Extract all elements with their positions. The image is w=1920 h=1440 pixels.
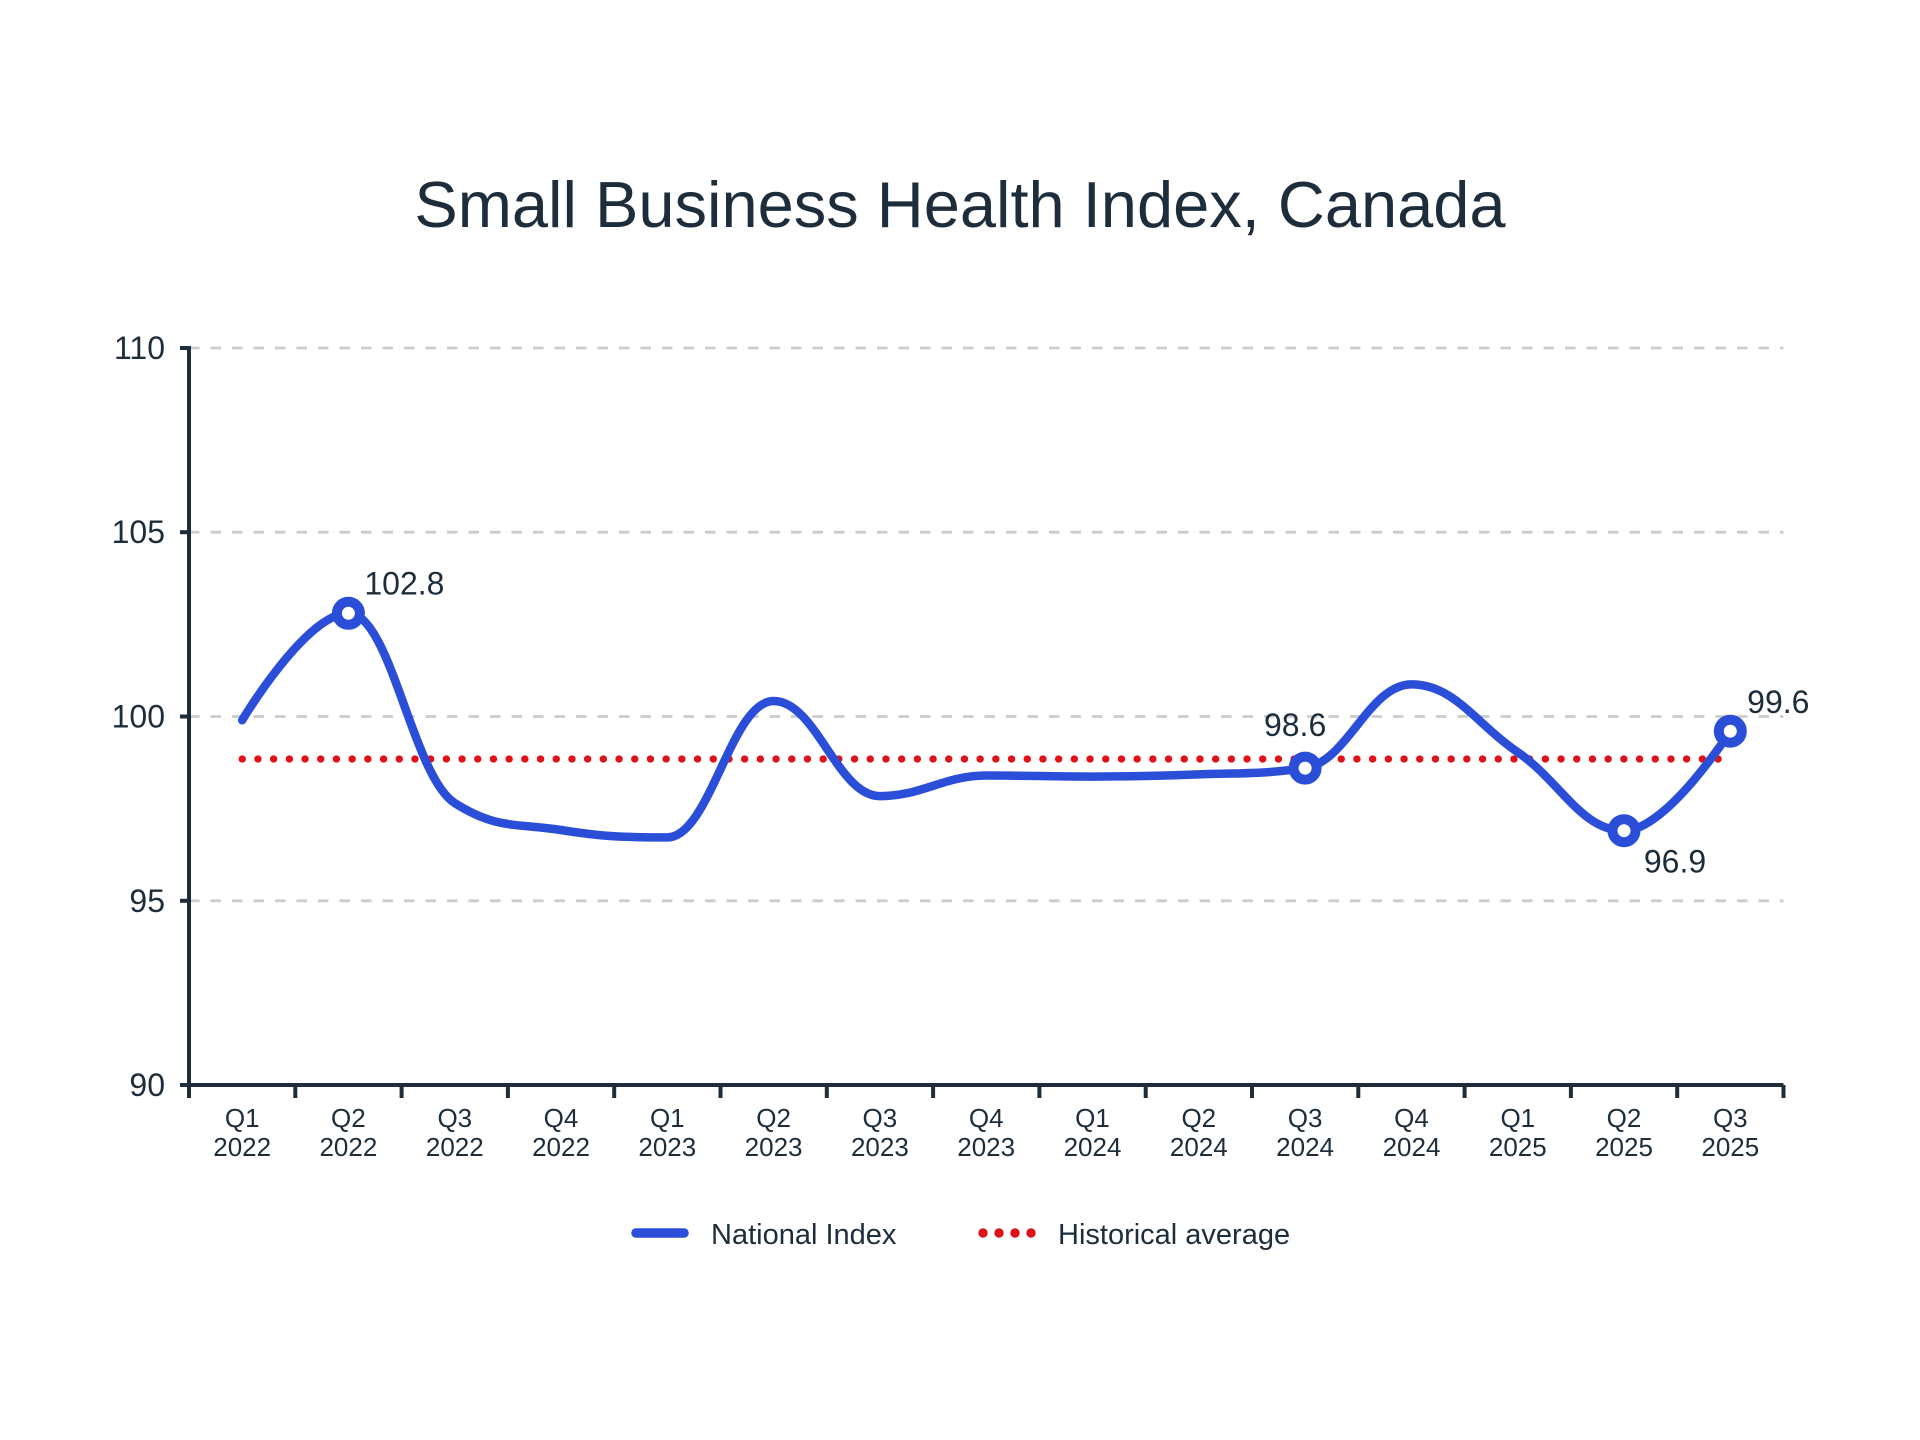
svg-text:2023: 2023 <box>957 1132 1015 1162</box>
svg-text:2023: 2023 <box>638 1132 696 1162</box>
svg-text:Q4: Q4 <box>969 1103 1004 1133</box>
svg-text:102.8: 102.8 <box>364 565 444 601</box>
svg-text:2024: 2024 <box>1064 1132 1122 1162</box>
svg-text:98.6: 98.6 <box>1264 707 1326 743</box>
svg-text:110: 110 <box>114 330 165 366</box>
svg-text:2022: 2022 <box>319 1132 377 1162</box>
svg-text:2024: 2024 <box>1276 1132 1334 1162</box>
svg-text:99.6: 99.6 <box>1747 684 1809 720</box>
svg-text:2023: 2023 <box>745 1132 803 1162</box>
svg-text:2023: 2023 <box>851 1132 909 1162</box>
svg-text:Q3: Q3 <box>437 1103 472 1133</box>
svg-text:Q1: Q1 <box>650 1103 685 1133</box>
svg-text:Q1: Q1 <box>1500 1103 1535 1133</box>
svg-text:100: 100 <box>112 699 165 735</box>
svg-text:2025: 2025 <box>1595 1132 1653 1162</box>
svg-text:Q4: Q4 <box>544 1103 579 1133</box>
svg-text:Small Business Health Index, C: Small Business Health Index, Canada <box>414 168 1506 241</box>
svg-text:105: 105 <box>112 514 165 550</box>
svg-text:2022: 2022 <box>426 1132 484 1162</box>
svg-text:2025: 2025 <box>1701 1132 1759 1162</box>
svg-text:2022: 2022 <box>213 1132 271 1162</box>
svg-text:Q2: Q2 <box>1607 1103 1642 1133</box>
svg-text:Q2: Q2 <box>331 1103 366 1133</box>
svg-text:Q3: Q3 <box>1713 1103 1748 1133</box>
svg-text:Q3: Q3 <box>1288 1103 1323 1133</box>
svg-text:Q4: Q4 <box>1394 1103 1429 1133</box>
svg-text:2024: 2024 <box>1170 1132 1228 1162</box>
svg-text:Q3: Q3 <box>863 1103 898 1133</box>
svg-text:Q1: Q1 <box>225 1103 260 1133</box>
svg-text:Q2: Q2 <box>1181 1103 1216 1133</box>
svg-text:Historical average: Historical average <box>1058 1219 1290 1251</box>
svg-text:95: 95 <box>129 883 165 919</box>
svg-text:2025: 2025 <box>1489 1132 1547 1162</box>
svg-text:96.9: 96.9 <box>1644 844 1706 880</box>
svg-text:National Index: National Index <box>711 1219 897 1251</box>
svg-text:2024: 2024 <box>1383 1132 1441 1162</box>
svg-text:2022: 2022 <box>532 1132 590 1162</box>
svg-text:Q1: Q1 <box>1075 1103 1110 1133</box>
svg-text:90: 90 <box>129 1067 165 1103</box>
svg-text:Q2: Q2 <box>756 1103 791 1133</box>
